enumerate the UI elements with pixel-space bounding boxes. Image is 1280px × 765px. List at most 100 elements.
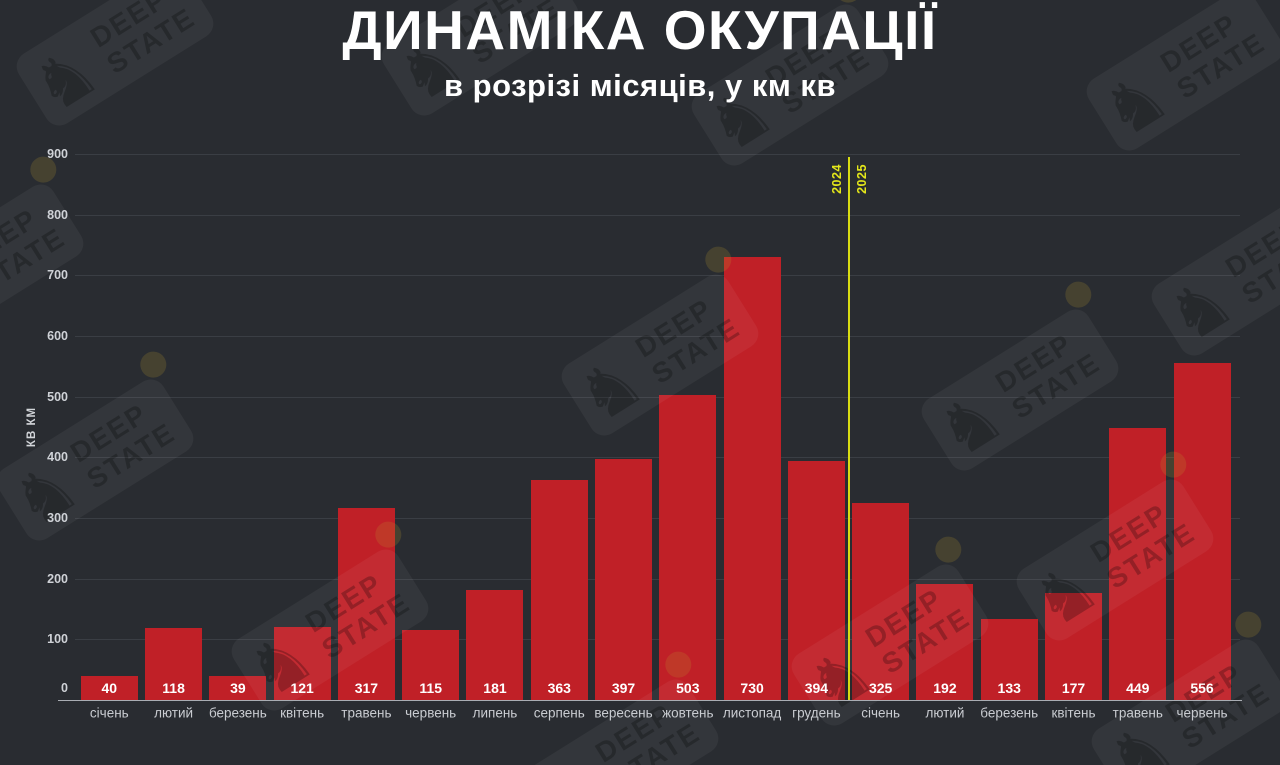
svg-text:STATE: STATE <box>0 222 71 300</box>
x-axis-line <box>58 700 1242 701</box>
bar <box>852 502 910 700</box>
bar-value-label: 556 <box>1190 680 1214 696</box>
x-tick-label: серпень <box>533 705 585 721</box>
knight-icon: ♞ <box>562 338 659 441</box>
chart-title: ДИНАМІКА ОКУПАЦІЇ <box>342 0 938 61</box>
bar <box>1109 427 1167 700</box>
gridline <box>75 214 1240 216</box>
deepstate-coin-icon <box>140 351 167 378</box>
x-tick-label: червень <box>405 705 457 721</box>
bar-value-label: 133 <box>997 680 1021 696</box>
y-tick-label: 700 <box>47 268 68 283</box>
x-tick-label: травень <box>341 705 392 721</box>
bar <box>530 479 588 700</box>
bar <box>659 394 717 700</box>
x-tick-label: січень <box>89 705 129 721</box>
x-tick-label: квітень <box>1051 705 1096 721</box>
y-tick-label: 400 <box>47 450 68 465</box>
svg-text:DEEP: DEEP <box>630 293 718 364</box>
bar-value-label: 118 <box>162 680 185 696</box>
year-label-left: 2024 <box>830 164 845 194</box>
svg-text:DEEP: DEEP <box>1220 213 1280 284</box>
y-tick-label: 600 <box>47 329 68 343</box>
bar <box>209 676 267 700</box>
gridline <box>75 154 1240 155</box>
y-tick-label: 0 <box>61 681 68 695</box>
x-tick-label: червень <box>1176 705 1228 721</box>
bar <box>145 628 203 700</box>
gridline <box>75 518 1240 519</box>
x-tick-label: грудень <box>792 705 841 721</box>
x-tick-label: листопад <box>722 705 782 721</box>
bar-value-label: 115 <box>419 680 442 696</box>
bar-value-label: 39 <box>230 680 246 696</box>
y-tick-label: 300 <box>47 511 68 525</box>
svg-text:DEEP: DEEP <box>990 328 1078 399</box>
bar-value-label: 325 <box>868 680 893 696</box>
bar <box>595 459 653 700</box>
svg-text:STATE: STATE <box>1236 232 1280 310</box>
bar-value-label: 181 <box>483 680 507 696</box>
gridline <box>75 578 1240 580</box>
x-tick-label: лютий <box>925 705 965 721</box>
x-tick-label: вересень <box>594 705 653 721</box>
x-tick-label: березень <box>980 705 1039 721</box>
year-divider-line <box>847 157 850 700</box>
bar-value-label: 121 <box>290 680 314 696</box>
bar <box>980 619 1038 700</box>
bar-value-label: 449 <box>1126 680 1150 696</box>
y-tick-label: 100 <box>47 632 68 647</box>
knight-icon: ♞ <box>1152 258 1249 361</box>
x-tick-label: липень <box>472 705 518 721</box>
deepstate-coin-icon <box>935 536 962 563</box>
bar <box>1045 592 1102 700</box>
x-tick-label: лютий <box>154 705 194 721</box>
bar <box>466 590 524 700</box>
bar <box>337 507 395 700</box>
chart-subtitle: в розрізі місяців, у км кв <box>443 68 837 103</box>
bar-value-label: 363 <box>547 680 571 696</box>
y-tick-label: 500 <box>47 389 68 404</box>
bar-value-label: 503 <box>676 680 700 696</box>
bar <box>402 630 460 700</box>
gridline <box>75 275 1240 277</box>
y-tick-label: 200 <box>47 571 68 586</box>
gridline <box>75 639 1240 641</box>
bar <box>80 675 138 700</box>
svg-text:STATE: STATE <box>1006 347 1105 425</box>
knight-icon: ♞ <box>922 373 1019 476</box>
y-tick-label: 900 <box>47 147 68 161</box>
deepstate-coin-icon <box>1065 281 1092 308</box>
x-tick-label: березень <box>208 705 267 721</box>
bar-value-label: 397 <box>611 680 636 696</box>
bar-value-label: 192 <box>933 680 957 696</box>
x-tick-label: жовтень <box>662 705 714 721</box>
bar-value-label: 40 <box>101 680 118 696</box>
x-tick-label: травень <box>1112 705 1163 721</box>
svg-text:STATE: STATE <box>606 717 705 765</box>
deepstate-coin-icon <box>1235 611 1262 638</box>
bar <box>273 626 331 700</box>
x-tick-label: січень <box>861 705 901 721</box>
bar-value-label: 730 <box>740 680 764 696</box>
x-tick-label: квітень <box>280 705 325 721</box>
gridline <box>75 396 1240 398</box>
bar <box>1173 362 1231 700</box>
bar-value-label: 177 <box>1061 680 1086 696</box>
year-label-right: 2025 <box>854 164 869 194</box>
bar <box>787 460 845 700</box>
knight-icon: ♞ <box>522 743 619 765</box>
bar-value-label: 317 <box>354 680 379 696</box>
gridline <box>75 336 1240 337</box>
bar <box>916 583 974 700</box>
gridline <box>75 457 1240 459</box>
y-tick-label: 800 <box>47 207 68 222</box>
bar-value-label: 394 <box>804 680 829 696</box>
y-axis-title: КВ КМ <box>26 406 38 448</box>
bar <box>723 257 781 700</box>
svg-text:STATE: STATE <box>81 417 180 495</box>
